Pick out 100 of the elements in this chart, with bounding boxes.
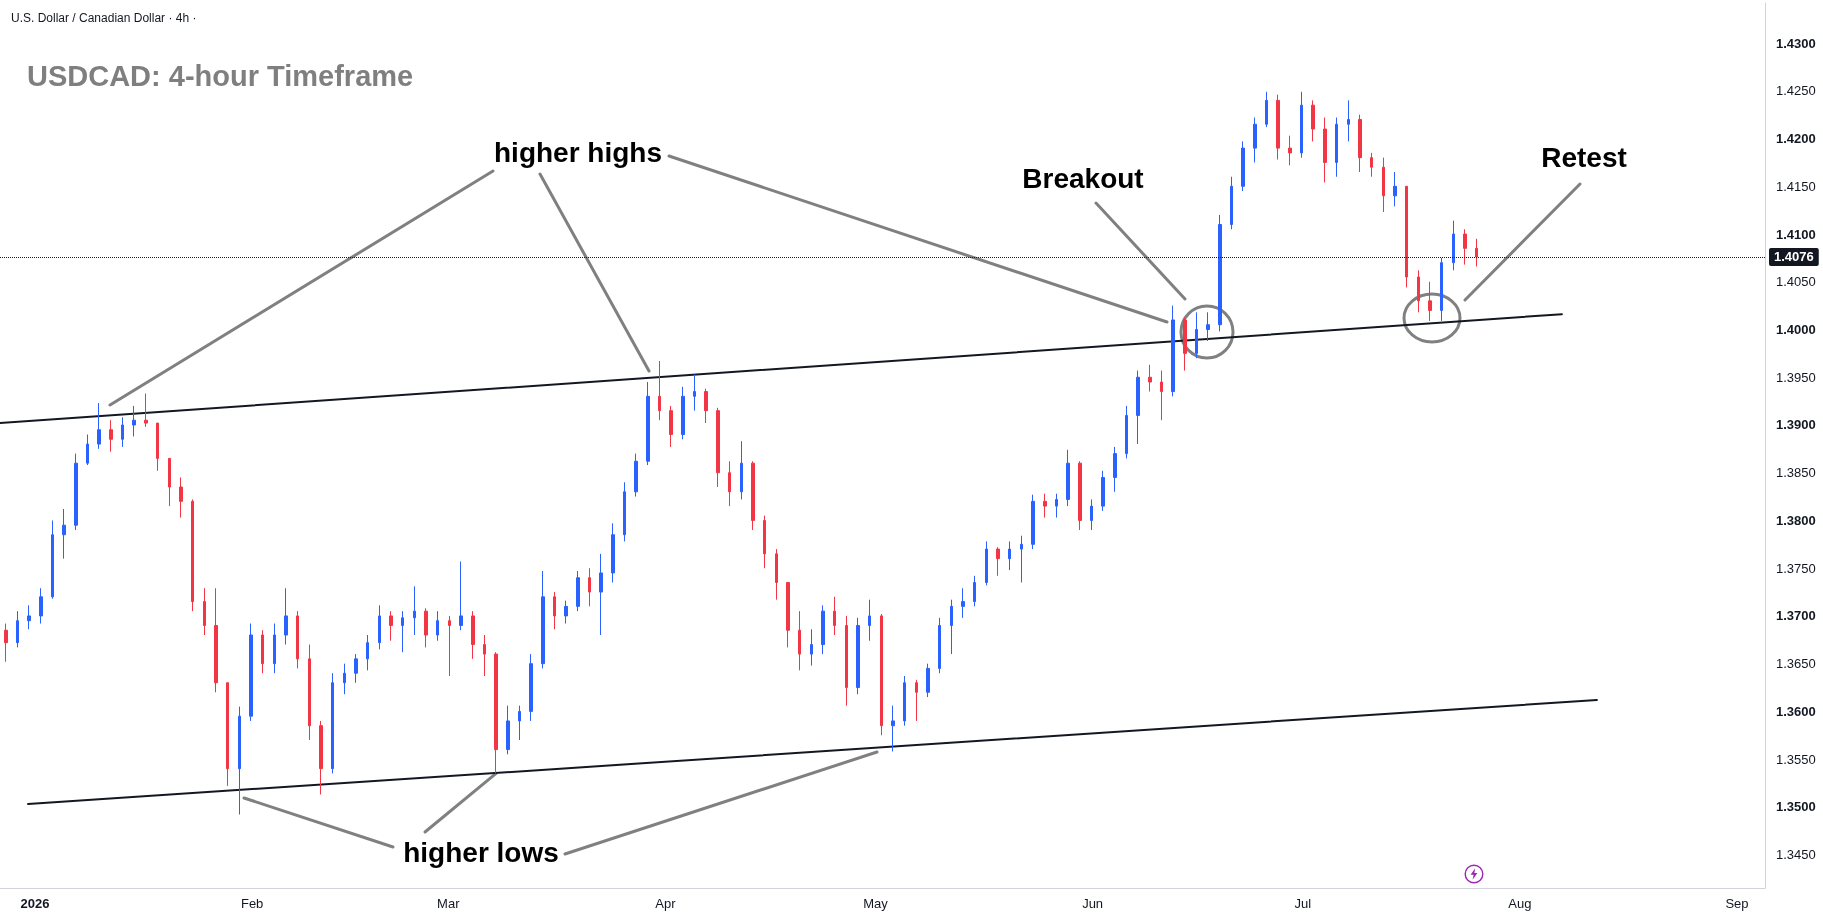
candlestick (471, 610, 475, 660)
candlestick (996, 546, 1000, 577)
y-tick-label: 1.3850 (1776, 465, 1816, 481)
candlestick (331, 672, 334, 774)
y-tick-label: 1.4250 (1776, 83, 1816, 99)
candlestick (751, 460, 755, 531)
candlestick (728, 460, 731, 507)
candlestick (1125, 405, 1128, 459)
candlestick (4, 623, 8, 663)
y-tick-label: 1.3950 (1776, 369, 1816, 385)
candlestick (319, 720, 323, 795)
candlestick (1405, 185, 1408, 288)
candlestick (588, 567, 591, 607)
candlestick (646, 381, 650, 466)
y-tick-label: 1.4150 (1776, 178, 1816, 194)
candlestick (424, 607, 428, 648)
y-tick-label: 1.3700 (1776, 608, 1816, 624)
candlestick (1078, 460, 1082, 531)
candlestick (903, 675, 906, 727)
text: U.S. Dollar / Canadian Dollar · 4h · (11, 11, 197, 25)
candlestick (985, 540, 988, 586)
candlestick (1101, 470, 1105, 512)
candlestick (926, 663, 930, 698)
candlestick (973, 575, 976, 607)
ref-line-label: 1.4076 (1774, 249, 1814, 265)
candlestick (1253, 117, 1257, 163)
candlestick (856, 617, 860, 695)
candlestick (553, 591, 556, 630)
y-tick-label: 1.4100 (1776, 226, 1816, 242)
candlestick (1393, 171, 1397, 207)
candlestick (483, 634, 486, 677)
candlestick (1276, 94, 1280, 161)
candlestick (51, 519, 54, 600)
candlestick (576, 570, 580, 612)
candlestick (763, 515, 766, 569)
y-tick-label: 1.4300 (1776, 35, 1816, 51)
candlestick (669, 405, 673, 448)
candlestick (109, 419, 113, 453)
candlestick (961, 587, 965, 619)
candlestick (704, 388, 708, 424)
candlestick (891, 705, 895, 752)
candlestick (1195, 311, 1198, 359)
candlestick (529, 653, 533, 722)
candlestick (611, 522, 615, 583)
candlestick (448, 615, 451, 677)
candlestick (203, 587, 206, 636)
annotation: higher highs (494, 136, 662, 168)
candlestick (168, 457, 171, 507)
candlestick (1160, 370, 1163, 421)
candlestick (833, 596, 836, 636)
candlestick (296, 610, 299, 669)
candlestick (249, 623, 253, 722)
candlestick (599, 553, 603, 636)
candlestick (238, 706, 241, 815)
candlestick (401, 610, 404, 653)
y-tick-label: 1.4200 (1776, 131, 1816, 147)
candlestick (821, 604, 825, 655)
annotation: Retest (1541, 141, 1627, 173)
x-tick-label: Mar (437, 896, 461, 911)
candlestick (1113, 446, 1117, 493)
x-tick-label: 2026 (20, 896, 50, 911)
candlestick (938, 617, 941, 674)
candlestick (1148, 364, 1152, 393)
candlestick (1428, 281, 1432, 322)
candlestick (564, 600, 568, 625)
x-tick-label: Feb (240, 896, 264, 911)
candlestick (86, 434, 89, 466)
candlestick (658, 360, 661, 421)
candlestick (1171, 305, 1175, 397)
candlestick (308, 644, 311, 741)
candlestick (273, 623, 276, 674)
candlestick (541, 570, 545, 669)
candlestick (1230, 176, 1233, 230)
annotation: Breakout (1022, 162, 1144, 194)
y-tick-label: 1.3750 (1776, 560, 1816, 576)
candlestick (915, 679, 918, 722)
candlestick (179, 476, 183, 519)
candlestick (681, 386, 685, 440)
candlestick (132, 405, 136, 437)
candlestick (1370, 152, 1373, 178)
candlestick (1417, 269, 1420, 313)
candlestick (214, 587, 218, 693)
candlestick (1311, 99, 1315, 142)
y-tick-label: 1.3600 (1776, 703, 1816, 719)
candlestick (191, 498, 194, 612)
candlestick (389, 610, 393, 642)
candlestick (459, 561, 463, 631)
candlestick (436, 610, 439, 642)
y-tick-label: 1.3650 (1776, 656, 1816, 672)
candlestick (97, 402, 101, 450)
candlestick (354, 653, 358, 684)
candlestick (226, 682, 229, 787)
candlestick (284, 587, 288, 646)
candlestick (868, 599, 871, 642)
y-tick-label: 1.3900 (1776, 417, 1816, 433)
candlestick (1066, 449, 1070, 507)
candlestick (156, 422, 159, 472)
candlestick (1090, 498, 1093, 531)
candlestick (343, 663, 346, 695)
candlestick (1020, 535, 1023, 583)
